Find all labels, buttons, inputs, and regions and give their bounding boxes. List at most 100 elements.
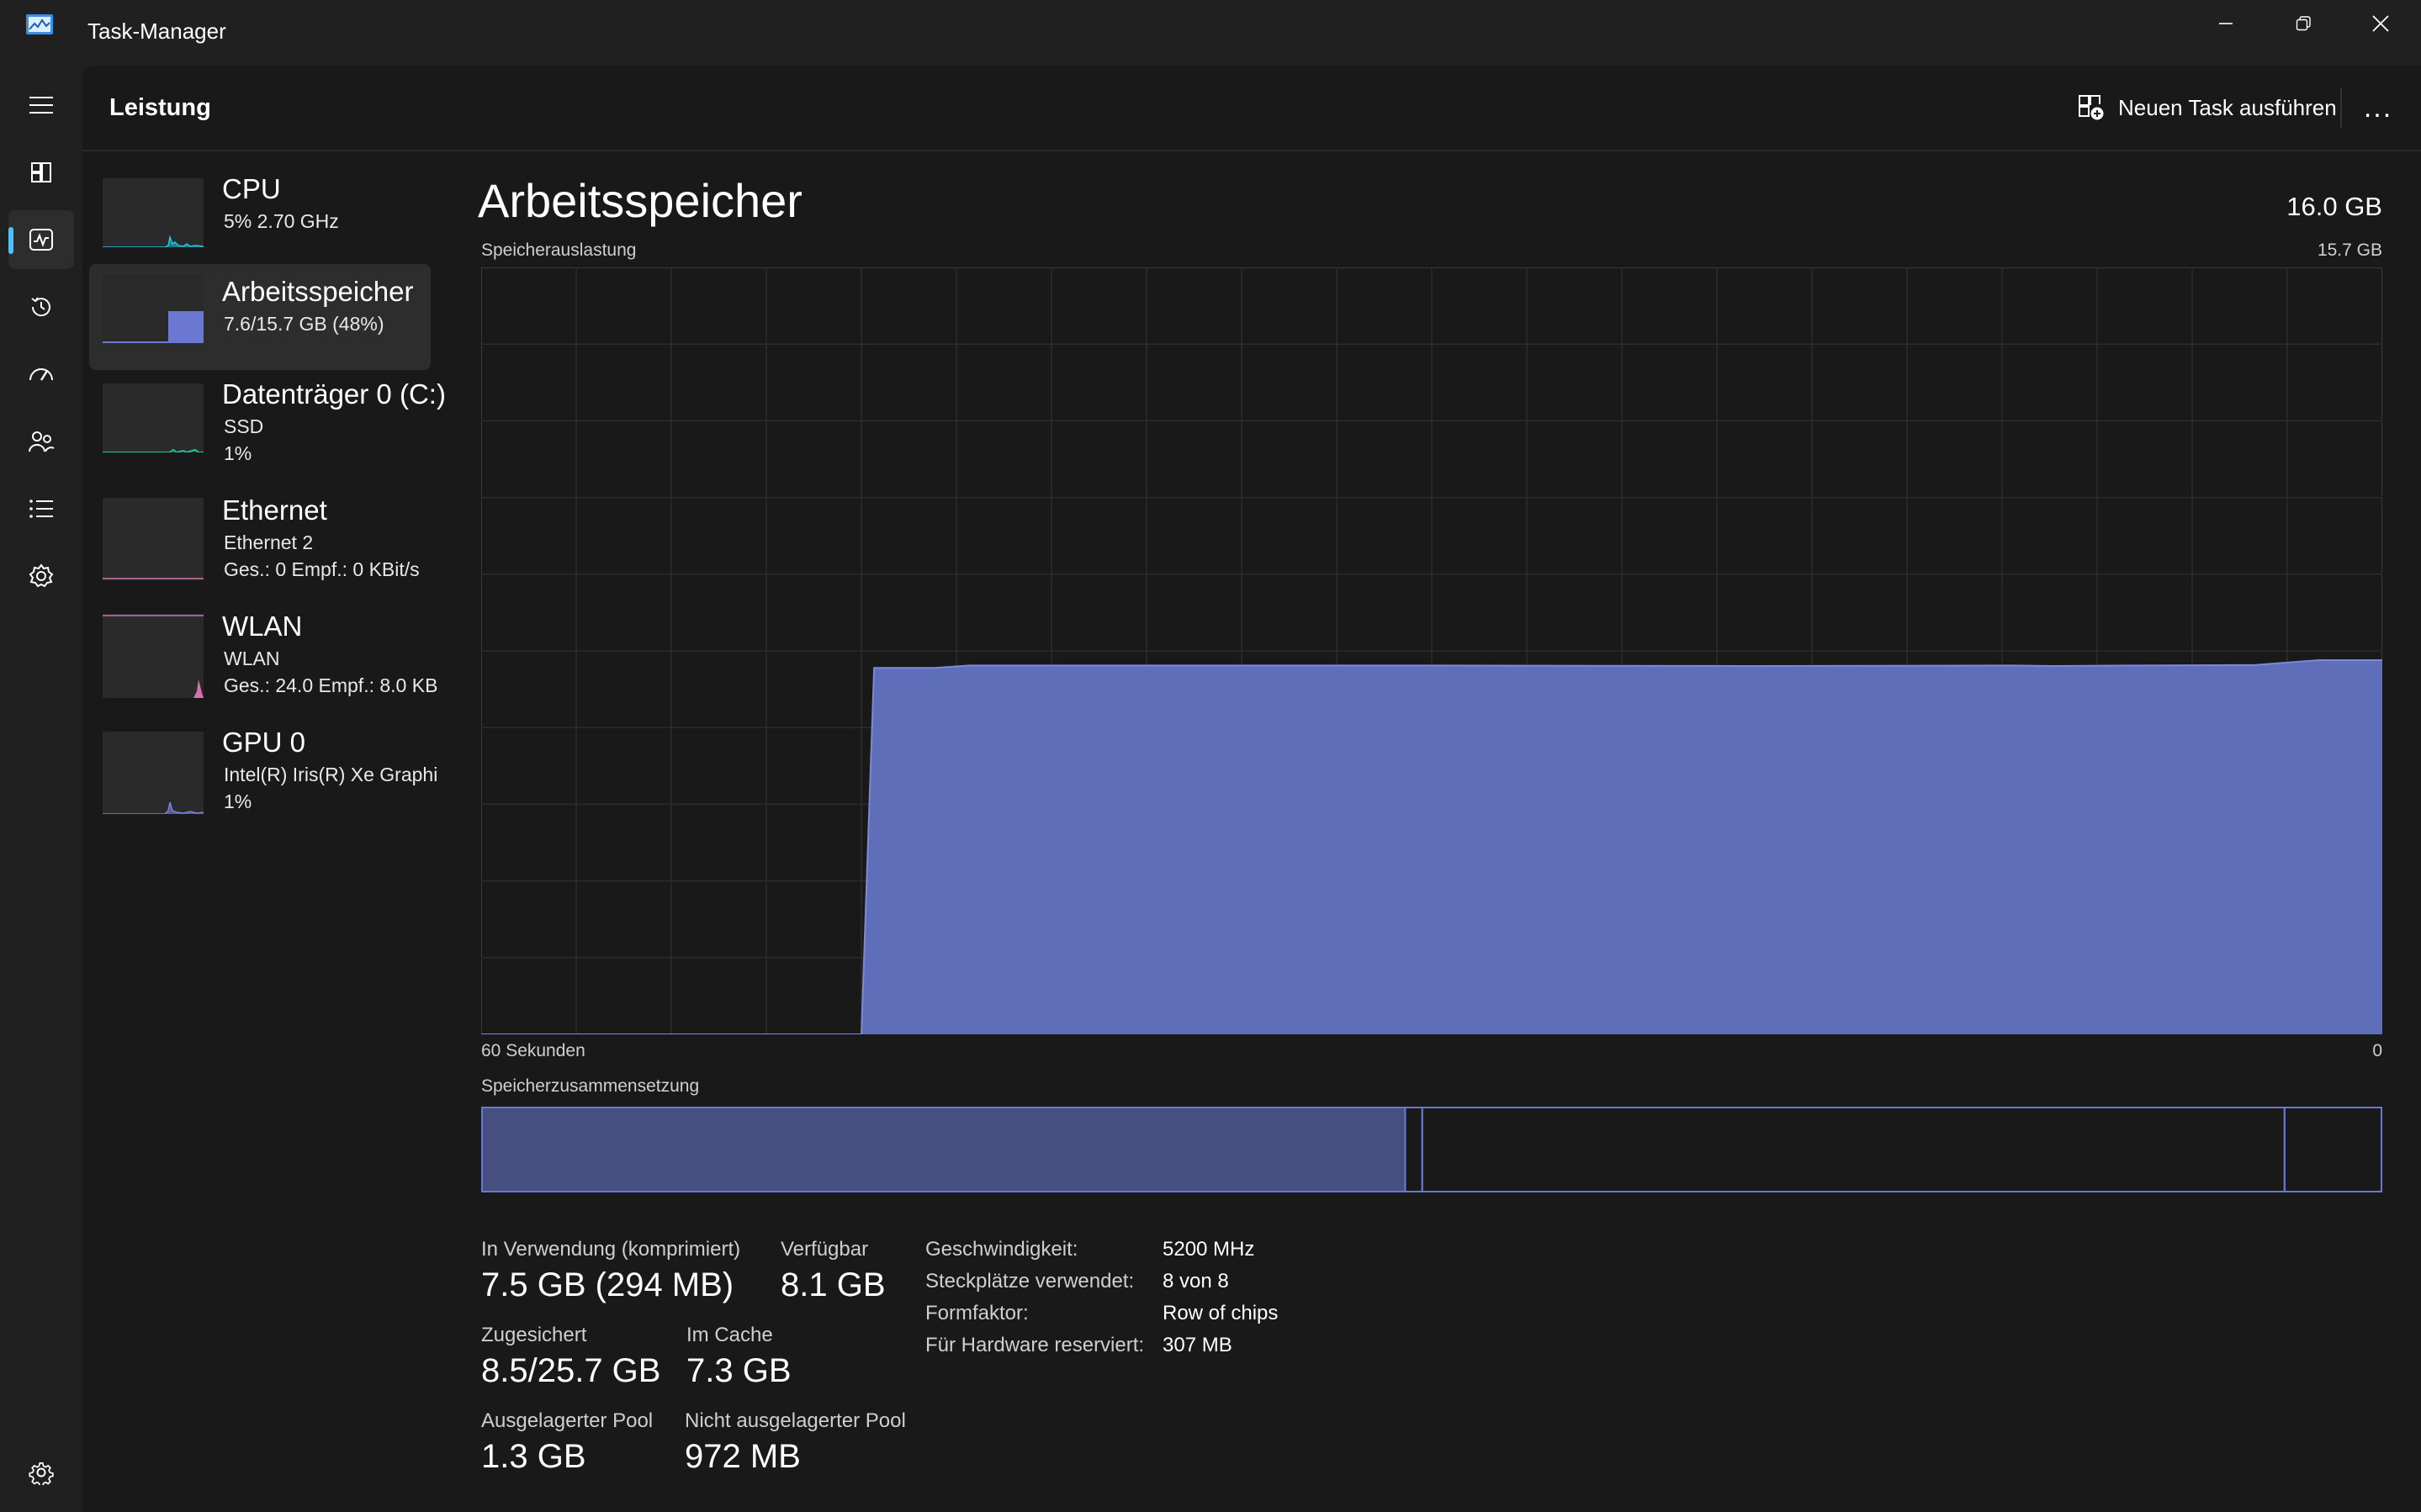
cpu-thumbnail bbox=[103, 178, 204, 247]
more-options-icon: ... bbox=[2363, 91, 2393, 124]
available-label: Verfügbar bbox=[781, 1238, 869, 1261]
device-detail: WLAN bbox=[224, 648, 280, 669]
startup-apps-icon bbox=[29, 368, 53, 381]
usage-graph-label: Speicherauslastung bbox=[481, 241, 637, 260]
spec-slots-value: 8 von 8 bbox=[1163, 1270, 1229, 1293]
device-detail: 7.6/15.7 GB (48%) bbox=[224, 313, 384, 335]
gpu-sparkline bbox=[103, 801, 204, 814]
usage-graph-max: 15.7 GB bbox=[2317, 241, 2382, 260]
more-options-button[interactable]: ... bbox=[2349, 87, 2408, 128]
device-detail-2: Ges.: 0 Empf.: 0 KBit/s bbox=[224, 558, 420, 580]
device-detail: Intel(R) Iris(R) Xe Graphi bbox=[224, 764, 438, 785]
users-icon bbox=[29, 431, 55, 452]
device-name: GPU 0 bbox=[222, 727, 306, 758]
paged-pool-label: Ausgelagerter Pool bbox=[481, 1409, 654, 1432]
page-header bbox=[82, 66, 2421, 151]
committed-value: 8.5/25.7 GB bbox=[481, 1352, 661, 1389]
nonpaged-pool-label: Nicht ausgelagerter Pool bbox=[685, 1409, 906, 1432]
restore-icon bbox=[2296, 16, 2311, 31]
memory-total: 16.0 GB bbox=[2286, 192, 2382, 221]
nav-details[interactable] bbox=[8, 479, 74, 538]
nav-processes[interactable] bbox=[8, 143, 74, 202]
composition-free bbox=[2283, 1107, 2382, 1192]
services-icon bbox=[29, 563, 54, 588]
spec-slots-key: Steckplätze verwendet: bbox=[925, 1270, 1135, 1293]
composition-label: Speicherzusammensetzung bbox=[481, 1076, 700, 1096]
hamburger-icon bbox=[29, 97, 53, 114]
nonpaged-pool-value: 972 MB bbox=[685, 1438, 801, 1475]
device-detail-2: 1% bbox=[224, 442, 252, 464]
header-separator bbox=[2340, 87, 2342, 128]
wlan-thumbnail bbox=[103, 614, 204, 698]
restore-button[interactable] bbox=[2265, 0, 2342, 47]
cached-value: 7.3 GB bbox=[686, 1352, 792, 1389]
spec-reserved-value: 307 MB bbox=[1163, 1334, 1232, 1356]
run-new-task-button[interactable]: Neuen Task ausführen bbox=[2063, 87, 2352, 128]
nav-app-history[interactable] bbox=[8, 278, 74, 336]
nav-services[interactable] bbox=[8, 547, 74, 605]
nav-active-indicator bbox=[8, 227, 13, 254]
run-new-task-label: Neuen Task ausführen bbox=[2118, 94, 2337, 120]
device-detail-2: Ges.: 24.0 Empf.: 8.0 KB bbox=[224, 674, 438, 696]
device-name: Arbeitsspeicher bbox=[222, 276, 414, 307]
run-task-icon bbox=[2079, 95, 2104, 120]
device-name: CPU bbox=[222, 173, 281, 204]
spec-speed-value: 5200 MHz bbox=[1163, 1238, 1255, 1261]
memory-usage-line bbox=[481, 659, 2382, 1034]
memory-usage-chart bbox=[481, 267, 2382, 1034]
device-item-gpu[interactable]: GPU 0 Intel(R) Iris(R) Xe Graphi 1% bbox=[89, 727, 437, 833]
title-bar bbox=[0, 0, 2421, 66]
device-item-wlan[interactable]: WLAN WLAN Ges.: 24.0 Empf.: 8.0 KB bbox=[89, 611, 437, 716]
device-detail: Ethernet 2 bbox=[224, 531, 314, 553]
device-detail-2: 1% bbox=[224, 790, 252, 812]
detail-title: Arbeitsspeicher bbox=[478, 174, 803, 227]
in-use-label: In Verwendung (komprimiert) bbox=[481, 1238, 741, 1261]
device-name: Datenträger 0 (C:) bbox=[222, 378, 446, 410]
ethernet-sparkline bbox=[103, 578, 204, 579]
memory-usage-area bbox=[481, 660, 2382, 1034]
processes-icon bbox=[31, 162, 51, 182]
nav-startup-apps[interactable] bbox=[8, 345, 74, 404]
device-item-ethernet[interactable]: Ethernet Ethernet 2 Ges.: 0 Empf.: 0 KBi… bbox=[89, 494, 431, 600]
spec-form-factor-key: Formfaktor: bbox=[925, 1302, 1029, 1324]
composition-in-use bbox=[481, 1107, 1407, 1192]
gpu-thumbnail bbox=[103, 732, 204, 814]
minimize-icon bbox=[2219, 23, 2233, 24]
close-icon bbox=[2372, 15, 2389, 32]
task-manager-app-icon bbox=[25, 13, 54, 37]
in-use-value: 7.5 GB (294 MB) bbox=[481, 1266, 734, 1303]
details-icon bbox=[29, 500, 53, 518]
time-axis-start: 60 Sekunden bbox=[481, 1041, 585, 1060]
available-value: 8.1 GB bbox=[781, 1266, 886, 1303]
nav-menu-button[interactable] bbox=[8, 76, 74, 135]
wlan-sparkline bbox=[103, 615, 204, 698]
nav-users[interactable] bbox=[8, 412, 74, 471]
device-item-disk[interactable]: Datenträger 0 (C:) SSD 1% bbox=[89, 378, 446, 484]
device-item-cpu[interactable]: CPU 5% 2.70 GHz bbox=[89, 173, 431, 279]
minimize-button[interactable] bbox=[2187, 0, 2265, 47]
device-detail: 5% 2.70 GHz bbox=[224, 210, 339, 232]
memory-sparkline bbox=[103, 311, 204, 343]
disk-sparkline bbox=[103, 448, 204, 452]
paged-pool-value: 1.3 GB bbox=[481, 1438, 586, 1475]
committed-label: Zugesichert bbox=[481, 1324, 587, 1346]
app-history-icon bbox=[31, 297, 50, 317]
memory-thumbnail bbox=[103, 274, 204, 343]
window-title: Task-Manager bbox=[87, 19, 226, 44]
time-axis-end: 0 bbox=[2372, 1041, 2382, 1060]
disk-thumbnail bbox=[103, 383, 204, 452]
spec-form-factor-value: Row of chips bbox=[1163, 1302, 1279, 1324]
nav-performance[interactable] bbox=[8, 210, 74, 269]
memory-composition-bar bbox=[481, 1107, 2382, 1192]
performance-icon bbox=[29, 229, 53, 251]
spec-reserved-key: Für Hardware reserviert: bbox=[925, 1334, 1145, 1356]
cached-label: Im Cache bbox=[686, 1324, 773, 1346]
settings-icon bbox=[29, 1462, 54, 1485]
device-item-memory[interactable]: Arbeitsspeicher 7.6/15.7 GB (48%) bbox=[89, 264, 431, 370]
nav-settings[interactable] bbox=[8, 1443, 74, 1502]
ethernet-thumbnail bbox=[103, 498, 204, 580]
cpu-sparkline bbox=[103, 235, 204, 247]
device-name: WLAN bbox=[222, 611, 303, 642]
spec-speed-key: Geschwindigkeit: bbox=[925, 1238, 1078, 1261]
close-button[interactable] bbox=[2342, 0, 2419, 47]
